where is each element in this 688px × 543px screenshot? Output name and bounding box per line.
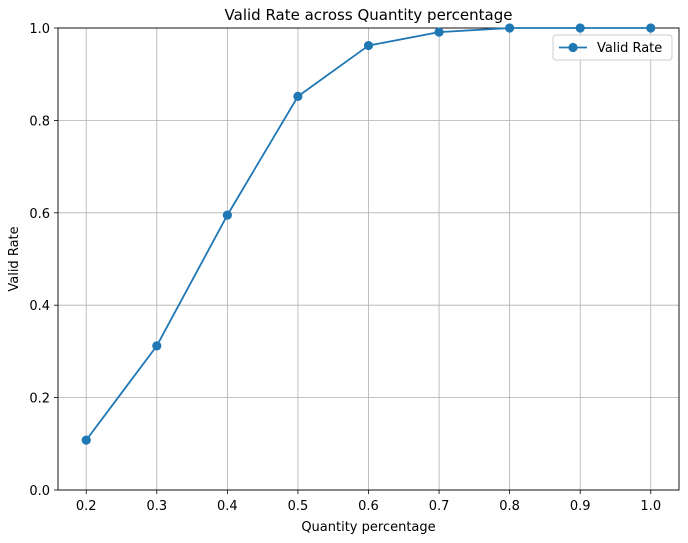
legend-label: Valid Rate [597, 41, 662, 56]
x-tick-label: 0.8 [499, 499, 520, 514]
y-tick-label: 0.4 [29, 299, 50, 314]
y-axis-label: Valid Rate [7, 226, 22, 291]
data-point [434, 27, 444, 37]
axes [54, 27, 680, 494]
x-axis-label: Quantity percentage [301, 520, 435, 535]
y-tick-label: 0.6 [29, 207, 50, 222]
x-tick-label: 0.7 [429, 499, 450, 514]
x-tick-label: 0.4 [217, 499, 238, 514]
x-tick-label: 1.0 [640, 499, 661, 514]
y-tick-label: 1.0 [29, 22, 50, 37]
gridlines [58, 27, 679, 491]
y-tick-label: 0.8 [29, 114, 50, 129]
x-tick-label: 0.9 [570, 499, 591, 514]
data-point [646, 23, 656, 33]
data-point [152, 341, 162, 351]
x-tick-label: 0.2 [76, 499, 97, 514]
x-tick-label: 0.5 [288, 499, 309, 514]
data-point [293, 91, 303, 101]
legend-box [552, 34, 673, 61]
tick-labels: 0.2 0.3 0.4 0.5 0.6 0.7 0.8 0.9 1.0 0.0 0.2 0.4 0.6 0… [29, 22, 661, 514]
x-tick-label: 0.6 [358, 499, 379, 514]
data-point [222, 210, 232, 220]
data-point [363, 40, 374, 51]
y-tick-label: 0.0 [29, 484, 50, 499]
x-tick-label: 0.3 [146, 499, 167, 514]
legend-marker-swatch [568, 42, 578, 53]
chart-title: Valid Rate across Quantity percentage [225, 6, 513, 24]
y-tick-label: 0.2 [29, 392, 50, 407]
plot-frame [57, 27, 680, 491]
data-point [81, 435, 91, 445]
data-point [505, 23, 515, 33]
legend: Valid Rate [552, 34, 673, 61]
series-layer [81, 23, 656, 445]
data-point [575, 23, 585, 33]
